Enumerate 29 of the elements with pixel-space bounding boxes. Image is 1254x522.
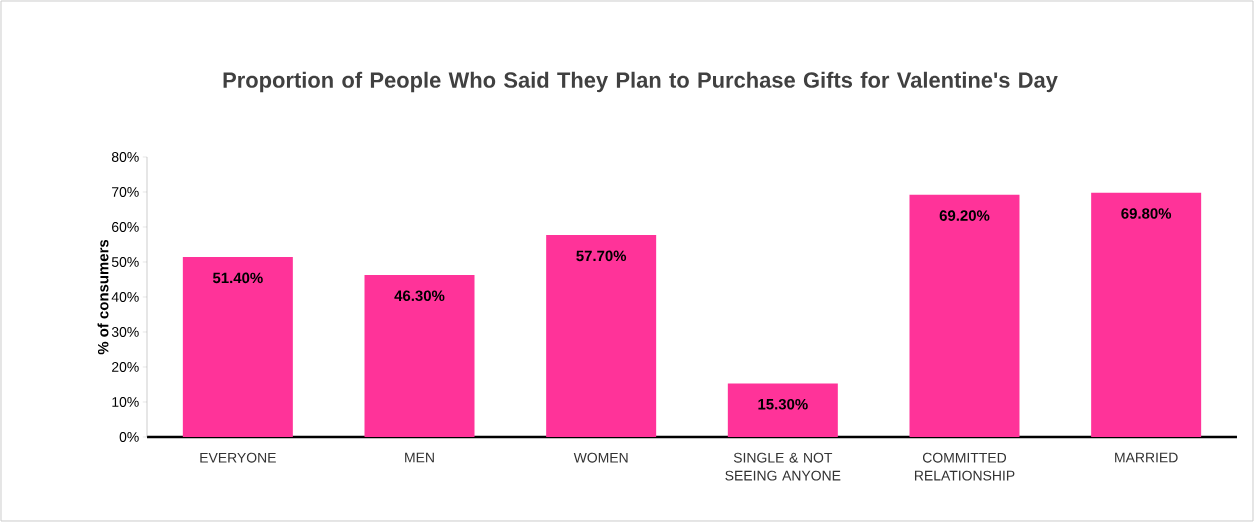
x-tick-label: COMMITTED RELATIONSHIP: [914, 452, 1015, 481]
data-label: 69.80%: [1121, 208, 1172, 219]
bar: [1091, 192, 1202, 437]
x-tick-label: WOMEN: [573, 452, 628, 463]
bar: [364, 274, 475, 437]
y-tick-label: 60%: [112, 222, 139, 232]
bar: [727, 383, 838, 437]
x-tick-label: MARRIED: [1115, 452, 1178, 463]
x-tick-label: EVERYONE: [200, 452, 276, 463]
bar: [546, 235, 657, 437]
y-tick-label: 10%: [112, 397, 139, 407]
data-label: 69.20%: [939, 210, 990, 221]
x-tick-label: SINGLE & NOT SEEING ANYONE: [725, 452, 841, 481]
chart-title: Proportion of People Who Said They Plan to Purchase Gifts for Valentine's Day: [223, 71, 1058, 93]
y-tick-label: 20%: [112, 362, 139, 372]
data-label: 51.40%: [212, 272, 263, 284]
y-tick-label: 0%: [119, 432, 139, 442]
x-tick-label: MEN: [405, 452, 434, 463]
bar: [182, 257, 293, 437]
y-tick-label: 50%: [111, 257, 139, 267]
y-tick-label: 30%: [111, 327, 139, 337]
y-tick-label: 70%: [112, 187, 139, 197]
y-tick-label: 80%: [111, 152, 139, 162]
data-label: 15.30%: [758, 398, 808, 410]
y-tick-label: 40%: [111, 292, 139, 302]
data-label: 57.70%: [576, 250, 627, 262]
y-axis-title: % of consumers: [97, 239, 109, 355]
data-label: 46.30%: [394, 290, 445, 302]
bar: [909, 194, 1020, 437]
